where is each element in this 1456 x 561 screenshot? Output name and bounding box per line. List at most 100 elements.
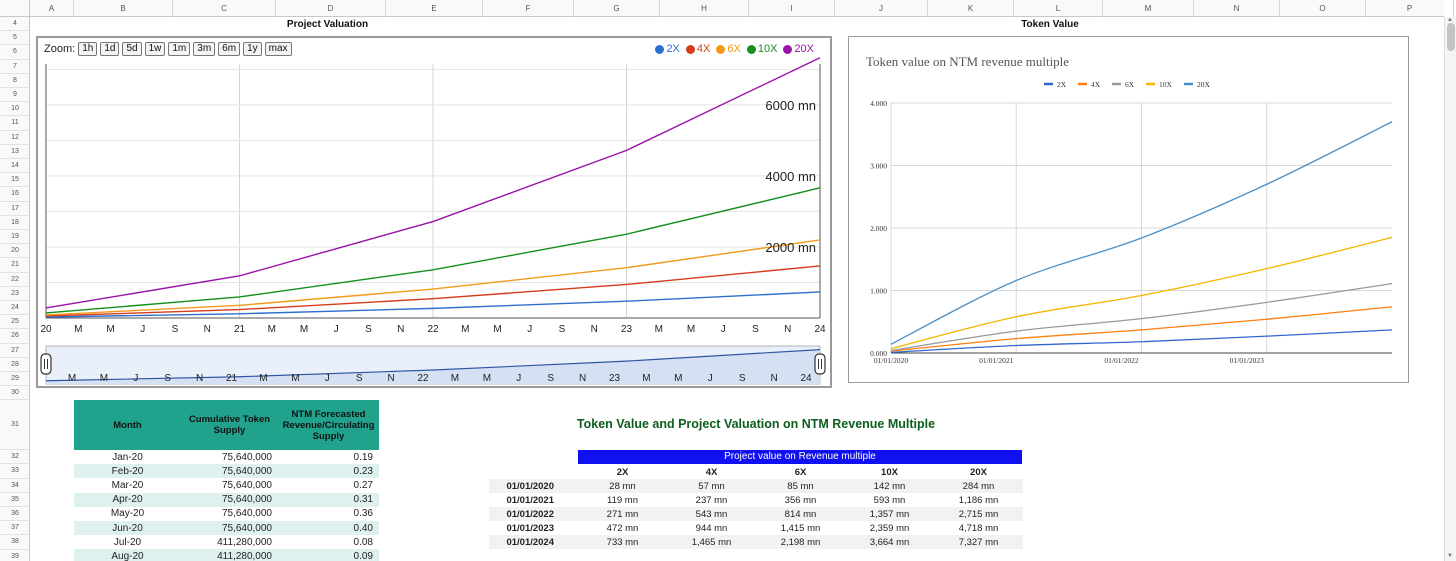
date-cell[interactable]: 01/01/2021 bbox=[506, 494, 554, 506]
row-header-23[interactable]: 23 bbox=[0, 287, 29, 301]
row-header-19[interactable]: 19 bbox=[0, 230, 29, 245]
table-cell[interactable]: 1,415 mn bbox=[780, 522, 821, 534]
table-cell[interactable]: 472 mn bbox=[606, 522, 639, 534]
date-cell[interactable]: 01/01/2023 bbox=[506, 522, 554, 534]
column-header-b[interactable]: B bbox=[74, 0, 173, 17]
table-cell[interactable]: 3,664 mn bbox=[845, 535, 934, 549]
table-cell[interactable]: Feb-20 bbox=[74, 464, 181, 479]
table-cell[interactable]: 0.36 bbox=[278, 506, 379, 521]
table-cell[interactable]: 85 mn bbox=[756, 479, 845, 493]
row-header-30[interactable]: 30 bbox=[0, 386, 29, 401]
column-header-j[interactable]: J bbox=[835, 0, 928, 17]
row-header-9[interactable]: 9 bbox=[0, 88, 29, 103]
table-cell[interactable]: 0.40 bbox=[278, 520, 379, 536]
row-header-21[interactable]: 21 bbox=[0, 258, 29, 273]
zoom-5d-button[interactable]: 5d bbox=[122, 42, 142, 56]
row-header-7[interactable]: 7 bbox=[0, 60, 29, 74]
row-header-5[interactable]: 5 bbox=[0, 31, 29, 46]
row-header-39[interactable]: 39 bbox=[0, 550, 29, 561]
column-header-d[interactable]: D bbox=[276, 0, 386, 17]
row-header-10[interactable]: 10 bbox=[0, 102, 29, 117]
row-header-35[interactable]: 35 bbox=[0, 493, 29, 507]
select-all-corner[interactable] bbox=[0, 0, 30, 17]
token-value-chart[interactable]: Token value on NTM revenue multiple 2X 4X 6… bbox=[848, 36, 1409, 383]
table-cell[interactable]: 28 mn bbox=[578, 479, 667, 493]
table-cell[interactable]: 944 mn bbox=[695, 522, 728, 534]
zoom-1d-button[interactable]: 1d bbox=[100, 42, 120, 56]
scroll-up-arrow-icon[interactable]: ▲ bbox=[1447, 17, 1453, 23]
table-cell[interactable]: 75,640,000 bbox=[181, 450, 278, 465]
token-legend-item-20x[interactable]: 20X bbox=[1184, 80, 1211, 89]
row-header-25[interactable]: 25 bbox=[0, 315, 29, 330]
table-cell[interactable]: 543 mn bbox=[667, 507, 756, 521]
table-cell[interactable]: 1,186 mn bbox=[958, 494, 999, 506]
column-header-k[interactable]: K bbox=[928, 0, 1014, 17]
table-cell[interactable]: May-20 bbox=[74, 506, 181, 521]
table-cell[interactable]: Jul-20 bbox=[74, 535, 181, 550]
token-legend-item-6x[interactable]: 6X bbox=[1112, 80, 1135, 89]
table-cell[interactable]: 593 mn bbox=[873, 494, 906, 506]
table-cell[interactable]: 356 mn bbox=[784, 494, 817, 506]
vertical-scrollbar[interactable]: ▲ ▼ bbox=[1444, 17, 1456, 561]
date-cell[interactable]: 01/01/2024 bbox=[489, 535, 578, 549]
row-header-15[interactable]: 15 bbox=[0, 173, 29, 188]
table-cell[interactable]: 2,715 mn bbox=[934, 507, 1023, 521]
row-header-31[interactable]: 31 bbox=[0, 400, 29, 451]
table-cell[interactable]: 237 mn bbox=[695, 494, 728, 506]
zoom-3m-button[interactable]: 3m bbox=[193, 42, 216, 56]
legend-item-20x[interactable]: 20X bbox=[783, 43, 814, 55]
row-header-8[interactable]: 8 bbox=[0, 74, 29, 88]
zoom-1w-button[interactable]: 1w bbox=[144, 42, 166, 56]
zoom-1m-button[interactable]: 1m bbox=[168, 42, 191, 56]
row-header-33[interactable]: 33 bbox=[0, 464, 29, 479]
table-cell[interactable]: 1,465 mn bbox=[667, 535, 756, 549]
column-header-n[interactable]: N bbox=[1194, 0, 1280, 17]
column-header-e[interactable]: E bbox=[386, 0, 483, 17]
table-cell[interactable]: 7,327 mn bbox=[934, 535, 1023, 549]
row-header-34[interactable]: 34 bbox=[0, 479, 29, 493]
legend-item-4x[interactable]: 4X bbox=[685, 43, 710, 55]
row-header-26[interactable]: 26 bbox=[0, 329, 29, 344]
token-legend-item-2x[interactable]: 2X bbox=[1044, 80, 1067, 89]
table-cell[interactable]: 142 mn bbox=[845, 479, 934, 493]
row-header-38[interactable]: 38 bbox=[0, 535, 29, 550]
zoom-6m-button[interactable]: 6m bbox=[218, 42, 241, 56]
zoom-1y-button[interactable]: 1y bbox=[243, 42, 262, 56]
range-handle-left[interactable] bbox=[40, 353, 52, 375]
table-cell[interactable]: 411,280,000 bbox=[181, 535, 278, 550]
table-cell[interactable]: 0.27 bbox=[278, 478, 379, 493]
table-cell[interactable]: Apr-20 bbox=[74, 492, 181, 507]
table-cell[interactable]: 75,640,000 bbox=[181, 478, 278, 493]
column-header-g[interactable]: G bbox=[574, 0, 660, 17]
table-cell[interactable]: Jun-20 bbox=[74, 520, 181, 536]
table-cell[interactable]: 57 mn bbox=[667, 479, 756, 493]
legend-item-10x[interactable]: 10X bbox=[746, 43, 777, 55]
table-cell[interactable]: 75,640,000 bbox=[181, 492, 278, 507]
row-header-28[interactable]: 28 bbox=[0, 358, 29, 372]
column-header-c[interactable]: C bbox=[173, 0, 276, 17]
table-cell[interactable]: Aug-20 bbox=[74, 549, 181, 561]
project-valuation-chart[interactable]: Zoom: 1h 1d 5d 1w 1m 3m 6m 1y max 2X 4X 6X 10X 20X 6… bbox=[36, 36, 832, 388]
token-legend-item-10x[interactable]: 10X bbox=[1146, 80, 1173, 89]
table-cell[interactable]: Mar-20 bbox=[74, 478, 181, 493]
table-cell[interactable]: 0.09 bbox=[278, 549, 379, 561]
row-header-13[interactable]: 13 bbox=[0, 145, 29, 159]
table-cell[interactable]: 2,359 mn bbox=[869, 522, 910, 534]
table-cell[interactable]: 284 mn bbox=[934, 479, 1023, 493]
table-cell[interactable]: 1,357 mn bbox=[845, 507, 934, 521]
column-header-i[interactable]: I bbox=[749, 0, 835, 17]
legend-item-6x[interactable]: 6X bbox=[716, 43, 741, 55]
legend-item-2x[interactable]: 2X bbox=[655, 43, 680, 55]
table-cell[interactable]: 4,718 mn bbox=[958, 522, 999, 534]
scroll-down-arrow-icon[interactable]: ▼ bbox=[1447, 553, 1453, 559]
table-cell[interactable]: 2,198 mn bbox=[756, 535, 845, 549]
row-header-32[interactable]: 32 bbox=[0, 450, 29, 465]
row-header-18[interactable]: 18 bbox=[0, 216, 29, 230]
table-cell[interactable]: 0.19 bbox=[278, 450, 379, 465]
row-header-27[interactable]: 27 bbox=[0, 344, 29, 358]
row-header-11[interactable]: 11 bbox=[0, 116, 29, 131]
row-header-36[interactable]: 36 bbox=[0, 507, 29, 522]
scrollbar-thumb[interactable] bbox=[1447, 23, 1455, 51]
range-handle-right[interactable] bbox=[814, 353, 826, 375]
row-header-29[interactable]: 29 bbox=[0, 372, 29, 387]
